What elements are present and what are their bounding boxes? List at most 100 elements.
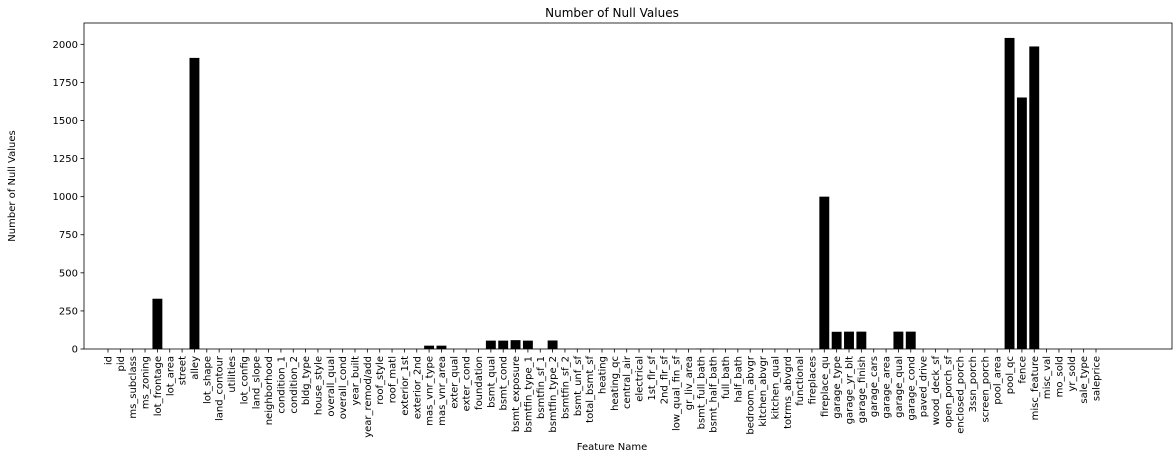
x-tick-label: garage_finish (857, 356, 868, 423)
x-tick-label: total_bsmt_sf (585, 356, 596, 423)
x-tick-label: 3ssn_porch (968, 356, 979, 412)
x-tick-label: year_built (351, 356, 362, 406)
x-tick-label: lot_shape (202, 356, 213, 404)
bar-garage_cond (905, 331, 916, 349)
x-tick-label: bsmt_cond (499, 356, 510, 411)
bar-garage_yr_blt (844, 331, 854, 349)
x-tick-label: bedroom_abvgr (746, 355, 757, 434)
x-tick-label: gr_liv_area (684, 356, 695, 410)
x-tick-label: year_remod/add (363, 356, 374, 438)
x-tick-label: bsmt_half_bath (709, 356, 720, 433)
x-tick-label: functional (795, 356, 806, 406)
chart-title: Number of Null Values (545, 6, 679, 20)
y-axis-title: Number of Null Values (7, 130, 18, 241)
x-tick-label: alley (190, 356, 201, 380)
bar-lot_frontage (152, 298, 163, 349)
bar-fireplace_qu (819, 196, 830, 349)
x-tick-label: garage_qual (894, 356, 905, 418)
x-tick-label: open_porch_sf (943, 356, 954, 428)
x-tick-label: condition_1 (276, 356, 287, 414)
x-tick-label: heating (598, 356, 609, 394)
x-axis-title: Feature Name (577, 442, 647, 453)
bar-pool_qc (1004, 37, 1015, 350)
x-tick-label: half_bath (733, 356, 744, 403)
x-tick-label: full_bath (721, 356, 732, 399)
x-tick-label: exterior_2nd (412, 356, 423, 419)
x-tick-label: paved_drive (919, 356, 930, 417)
x-tick-label: bsmtfin_type_2 (548, 356, 559, 433)
y-tick-label: 1000 (53, 192, 78, 203)
x-tick-label: overall_qual (326, 356, 337, 417)
x-tick-label: screen_porch (980, 356, 991, 422)
x-tick-label: lot_config (239, 356, 250, 404)
x-tick-label: 1st_flr_sf (647, 356, 658, 401)
x-tick-label: bsmtfin_sf_2 (560, 356, 571, 419)
x-tick-label: misc_val (1042, 356, 1053, 399)
x-tick-label: saleprice (1092, 356, 1103, 401)
bar-bsmtfin_type_2 (547, 340, 558, 349)
x-tick-label: exter_cond (462, 356, 473, 411)
x-tick-label: bsmt_qual (486, 356, 497, 408)
bar-fence (1016, 97, 1027, 350)
x-tick-label: utilities (227, 356, 238, 393)
bar-misc_feature (1029, 46, 1040, 350)
y-tick-label: 750 (59, 230, 78, 241)
x-tick-label: pid (116, 356, 127, 371)
x-tick-label: street (178, 356, 189, 385)
x-tick-label: fireplace_qu (820, 356, 831, 417)
x-tick-label: kitchen_abvgr (758, 355, 769, 427)
bar-garage_finish (856, 331, 867, 349)
x-tick-label: wood_deck_sf (931, 356, 942, 426)
x-tick-label: lot_frontage (153, 356, 164, 416)
x-tick-label: neighborhood (264, 356, 275, 425)
x-tick-label: bsmtfin_type_1 (523, 356, 534, 433)
x-tick-label: garage_cars (869, 356, 880, 417)
bar-mas_vnr_area (436, 345, 447, 349)
x-tick-label: land_slope (252, 356, 263, 409)
x-tick-label: exterior_1st (400, 356, 411, 416)
x-tick-label: bsmt_unf_sf (573, 356, 584, 417)
x-tick-label: overall_cond (338, 356, 349, 419)
y-axis: 0 250 500 750 1000 1250 1500 1750 2000 (53, 40, 84, 356)
x-tick-label: sale_type (1079, 356, 1090, 404)
x-tick-label: totrms_abvgrd (783, 356, 794, 429)
x-tick-label: garage_yr_blt (845, 356, 856, 424)
x-tick-label: pool_qc (1005, 356, 1016, 394)
y-tick-label: 1500 (53, 116, 78, 127)
x-tick-label: electrical (635, 356, 646, 402)
x-tick-label: central_air (622, 355, 633, 409)
x-tick-label: bsmt_full_bath (696, 356, 707, 429)
x-tick-label: ms_zoning (141, 356, 152, 409)
x-tick-label: garage_area (882, 356, 893, 419)
x-tick-label: fence (1017, 356, 1028, 384)
y-tick-label: 1750 (53, 78, 78, 89)
x-tick-label: roof_style (375, 356, 386, 405)
x-tick-label: roof_matl (388, 356, 399, 403)
y-tick-label: 1250 (53, 154, 78, 165)
y-tick-label: 500 (59, 268, 78, 279)
y-tick-label: 250 (59, 306, 78, 317)
x-tick-label: bsmt_exposure (511, 356, 522, 432)
x-tick-label: mas_vnr_area (437, 356, 448, 426)
y-tick-label: 2000 (53, 40, 78, 51)
bars-group (152, 37, 1040, 350)
bar-bsmt_qual (485, 340, 496, 349)
x-tick-label: mas_vnr_type (425, 356, 436, 426)
bar-bsmtfin_type_1 (522, 340, 533, 349)
x-tick-label: house_style (313, 356, 324, 415)
x-tick-label: exter_qual (449, 356, 460, 409)
x-tick-label: land_contour (215, 355, 226, 421)
bar-garage_type (831, 331, 842, 349)
x-axis: id pid ms_subclass ms_zoning lot_frontage lot… (104, 349, 1103, 438)
x-tick-label: yr_sold (1067, 356, 1078, 391)
x-tick-label: enclosed_porch (956, 356, 967, 434)
plot-frame (83, 22, 1173, 350)
x-tick-label: lot_area (165, 356, 176, 396)
x-tick-label: low_qual_fin_sf (672, 356, 683, 432)
bar-mas_vnr_type (424, 345, 435, 349)
x-tick-label: mo_sold (1054, 356, 1065, 397)
x-tick-label: id (104, 356, 115, 365)
x-tick-label: foundation (474, 356, 485, 410)
bar-bsmt_exposure (510, 340, 521, 349)
